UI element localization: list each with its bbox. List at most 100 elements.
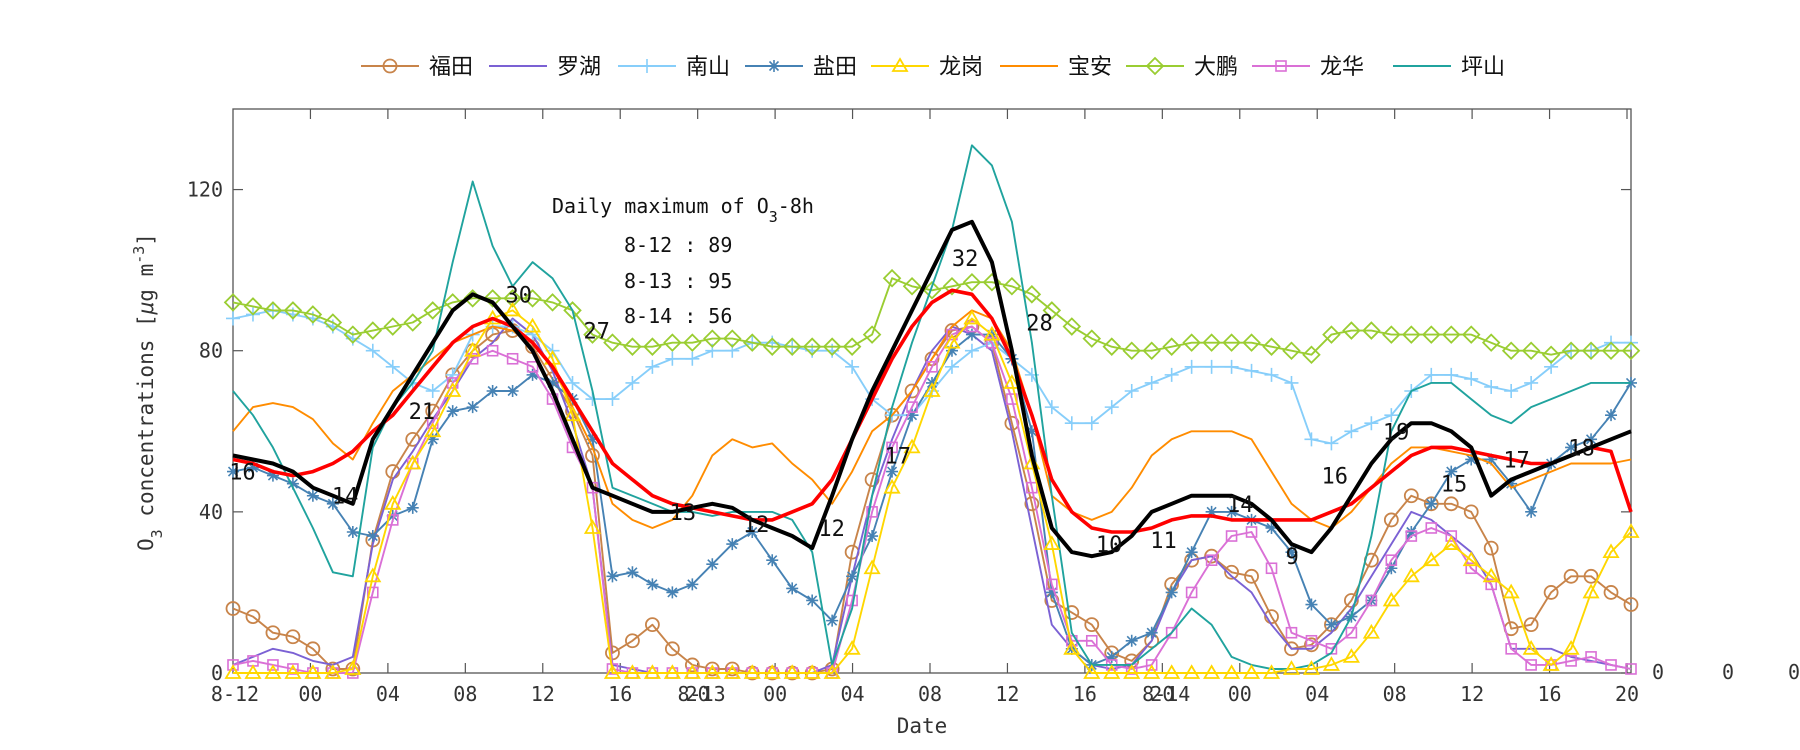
data-point-marker	[1184, 359, 1199, 374]
data-point-marker	[684, 657, 700, 673]
data-point-marker	[563, 301, 582, 320]
data-point-marker	[886, 465, 899, 478]
data-point-marker	[1204, 359, 1219, 374]
data-point-marker	[625, 633, 640, 649]
data-point-marker	[1603, 585, 1619, 600]
data-point-marker	[1224, 359, 1239, 374]
station-count-label: 27	[583, 320, 610, 345]
series-line	[233, 309, 1632, 674]
x-axis-title: Date	[897, 714, 948, 738]
data-point-marker	[543, 293, 562, 312]
x-date-label: 8-13	[678, 682, 726, 706]
series-line	[232, 309, 1632, 529]
data-point-marker	[943, 333, 961, 349]
data-point-marker	[1063, 640, 1081, 655]
data-point-marker	[366, 530, 379, 543]
data-point-marker	[1305, 634, 1318, 647]
x-tick-label: 12	[531, 682, 555, 706]
data-point-marker	[1403, 488, 1419, 504]
data-point-marker	[863, 559, 881, 575]
data-point-marker	[1465, 562, 1478, 575]
data-point-marker	[723, 664, 741, 679]
x-date-label: 8-14	[1142, 682, 1190, 706]
data-point-marker	[1145, 659, 1158, 671]
data-point-marker	[665, 351, 680, 366]
data-point-marker	[244, 664, 262, 679]
data-point-marker	[384, 495, 402, 510]
legend-label: 南山	[686, 55, 730, 80]
data-point-marker	[226, 311, 240, 326]
data-point-marker	[1143, 664, 1161, 679]
data-point-marker	[426, 433, 439, 446]
data-point-marker	[1045, 586, 1058, 599]
series-line	[232, 317, 1632, 674]
data-point-marker	[623, 664, 641, 679]
data-point-marker	[926, 361, 938, 373]
legend-label: 龙华	[1320, 55, 1364, 80]
annotation-line-2: 8-13 : 95	[624, 269, 732, 293]
data-point-marker	[323, 313, 343, 332]
data-point-marker	[944, 359, 959, 374]
data-point-marker	[1185, 546, 1198, 559]
station-count-label: 12	[743, 513, 770, 538]
data-point-marker	[845, 359, 860, 374]
data-point-marker	[264, 664, 282, 679]
data-point-marker	[224, 664, 242, 679]
legend-item: 南山	[618, 55, 730, 80]
data-point-marker	[1084, 617, 1100, 633]
data-point-marker	[766, 554, 779, 567]
data-point-marker	[603, 333, 622, 352]
data-point-marker	[583, 519, 602, 534]
station-count-label: 9	[1286, 545, 1299, 570]
data-point-marker	[1342, 648, 1360, 663]
data-point-marker	[366, 586, 379, 599]
data-point-marker	[826, 614, 839, 627]
data-point-marker	[1563, 568, 1579, 584]
data-point-marker	[882, 268, 902, 288]
station-count-label: 28	[1026, 312, 1053, 337]
data-point-marker	[763, 664, 781, 679]
data-point-marker	[1605, 409, 1618, 422]
data-point-marker	[586, 433, 599, 446]
data-point-marker	[1622, 523, 1640, 538]
data-point-marker	[782, 337, 802, 356]
data-point-marker	[1044, 400, 1059, 415]
data-point-marker	[983, 325, 1001, 341]
data-point-marker	[1623, 597, 1639, 612]
data-point-marker	[1324, 436, 1339, 451]
data-point-marker	[923, 382, 941, 397]
data-point-marker	[1165, 586, 1178, 599]
data-point-marker	[1222, 333, 1241, 352]
legend-marker	[382, 58, 398, 74]
legend-marker	[891, 57, 909, 72]
data-point-marker	[1122, 341, 1141, 360]
data-point-marker	[1225, 530, 1238, 542]
data-point-marker	[964, 343, 979, 358]
x-tick-label: 08	[453, 682, 477, 706]
data-point-marker	[663, 333, 682, 352]
data-point-marker	[1285, 546, 1298, 559]
annotation-title: Daily maximum of O3-8h	[552, 194, 814, 226]
data-point-marker	[1502, 583, 1520, 599]
data-point-marker	[1385, 554, 1398, 567]
data-point-marker	[565, 375, 580, 390]
data-point-marker	[1202, 333, 1221, 352]
x-tick-label: 16	[1073, 682, 1097, 706]
data-point-marker	[645, 617, 660, 633]
annotation-line-1: 8-12 : 89	[624, 233, 732, 257]
data-point-marker	[1525, 659, 1537, 671]
data-point-marker	[1304, 432, 1319, 447]
data-point-marker	[1322, 325, 1341, 344]
data-point-marker	[1482, 567, 1500, 583]
data-point-marker	[424, 422, 442, 438]
station-count-label: 30	[506, 283, 533, 308]
data-point-marker	[1443, 496, 1459, 512]
station-count-label: 11	[1150, 529, 1177, 554]
data-point-marker	[846, 570, 859, 583]
data-point-marker	[1203, 664, 1221, 679]
data-point-marker	[1262, 337, 1281, 356]
data-point-marker	[444, 382, 462, 397]
data-point-marker	[843, 640, 861, 655]
data-point-marker	[1064, 416, 1079, 431]
